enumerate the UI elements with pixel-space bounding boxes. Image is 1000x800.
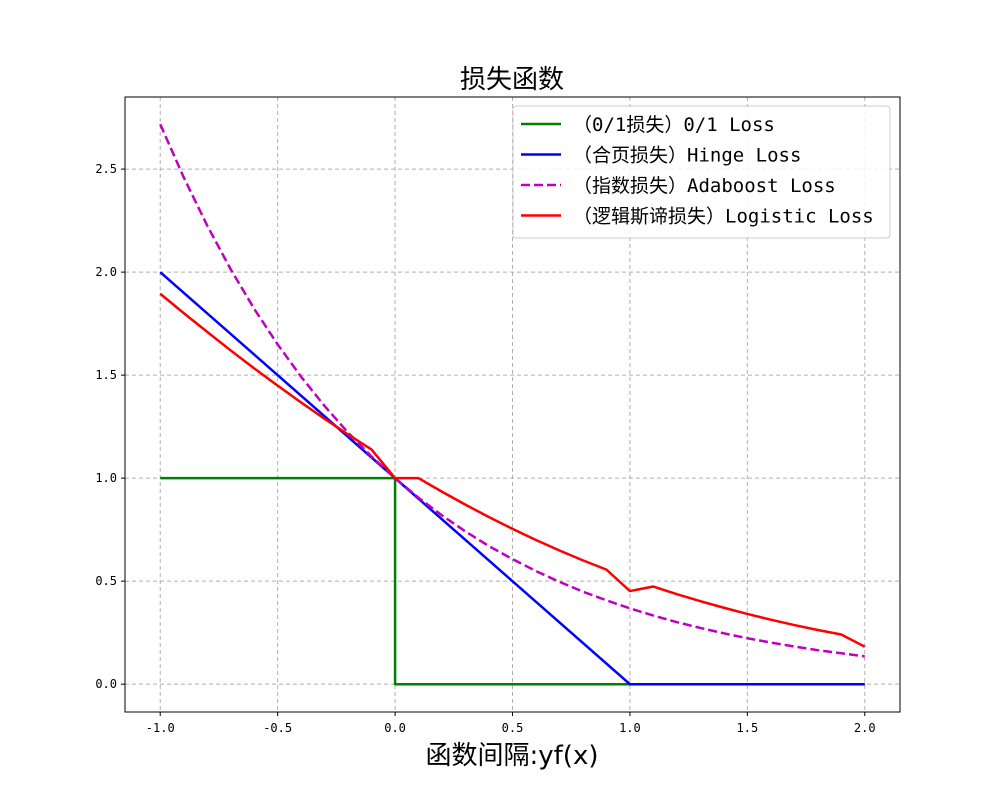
y-tick-label: 1.5 bbox=[95, 368, 117, 382]
chart-title: 损失函数 bbox=[460, 65, 564, 95]
series-line-adaboost-loss bbox=[159, 123, 865, 658]
y-tick-label: 0.0 bbox=[95, 677, 117, 691]
legend-label: （0/1损失）0/1 Loss bbox=[573, 114, 775, 136]
x-tick-label: 0.0 bbox=[384, 721, 406, 735]
y-tick-label: 2.5 bbox=[95, 162, 117, 176]
x-tick-label: 2.0 bbox=[854, 721, 876, 735]
y-tick-label: 2.0 bbox=[95, 265, 117, 279]
legend-label: （逻辑斯谛损失）Logistic Loss bbox=[573, 206, 874, 228]
legend-box bbox=[512, 105, 891, 239]
series-line-hinge-loss bbox=[159, 271, 865, 686]
y-tick-label: 0.5 bbox=[95, 574, 117, 588]
x-tick-label: 0.5 bbox=[502, 721, 524, 735]
x-tick-label: 1.0 bbox=[619, 721, 641, 735]
legend-label: （指数损失）Adaboost Loss bbox=[573, 175, 836, 197]
y-tick-label: 1.0 bbox=[95, 471, 117, 485]
series-line-logistic-loss bbox=[159, 292, 866, 648]
ticks: -1.0 -0.5 0.0 0.5 1.0 1.5 2.0 0.0 0.5 1.0 1.5 2.0 2.… bbox=[95, 162, 875, 735]
x-tick-label: -0.5 bbox=[263, 721, 292, 735]
x-axis-label: 函数间隔:yf(x) bbox=[426, 741, 599, 771]
x-tick-label: 1.5 bbox=[737, 721, 759, 735]
legend: （0/1损失）0/1 Loss （合页损失）Hinge Loss （指数损失）Ada… bbox=[512, 105, 891, 239]
series-lines bbox=[159, 123, 866, 686]
legend-label: （合页损失）Hinge Loss bbox=[573, 145, 801, 167]
x-tick-label: -1.0 bbox=[146, 721, 175, 735]
